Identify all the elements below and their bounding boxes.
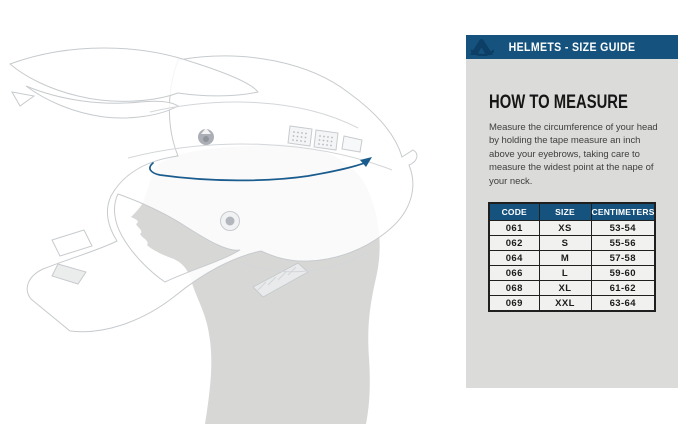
table-row: 069 XXL 63-64 bbox=[488, 295, 656, 312]
table-cell: XS bbox=[538, 220, 592, 237]
table-cell: 61-62 bbox=[590, 280, 656, 297]
table-row: 061 XS 53-54 bbox=[488, 220, 656, 237]
size-guide-content: HOW TO MEASURE Measure the circumference… bbox=[466, 59, 678, 313]
table-cell: 55-56 bbox=[590, 235, 656, 252]
helmet-illustration bbox=[9, 47, 418, 424]
peak-visor-shape bbox=[9, 47, 259, 102]
chin-vent-shape bbox=[51, 229, 93, 257]
table-cell: 57-58 bbox=[590, 250, 656, 267]
helmet-shell-shape bbox=[9, 47, 418, 333]
how-to-measure-heading: HOW TO MEASURE bbox=[489, 92, 628, 113]
table-cell: 53-54 bbox=[590, 220, 656, 237]
table-cell: M bbox=[538, 250, 592, 267]
column-header: SIZE bbox=[538, 202, 592, 222]
table-cell: 066 bbox=[488, 265, 540, 282]
table-cell: XXL bbox=[538, 295, 592, 312]
measure-arrow-icon bbox=[360, 157, 372, 167]
column-header: CENTIMETERS bbox=[590, 202, 656, 222]
table-cell: 061 bbox=[488, 220, 540, 237]
table-cell: 63-64 bbox=[590, 295, 656, 312]
table-cell: XL bbox=[538, 280, 592, 297]
table-cell: 062 bbox=[488, 235, 540, 252]
table-cell: L bbox=[538, 265, 592, 282]
visor-pivot-button bbox=[220, 211, 240, 231]
size-table-body: 061 XS 53-54 062 S 55-56 064 M 57-58 066 L 59-60 068… bbox=[488, 220, 656, 312]
table-row: 064 M 57-58 bbox=[488, 250, 656, 267]
table-row: 068 XL 61-62 bbox=[488, 280, 656, 297]
table-cell: 59-60 bbox=[590, 265, 656, 282]
how-to-measure-text: Measure the circumference of your head b… bbox=[489, 122, 658, 187]
table-cell: 064 bbox=[488, 250, 540, 267]
table-cell: 069 bbox=[488, 295, 540, 312]
size-guide-panel: HELMETS - SIZE GUIDE HOW TO MEASURE Meas… bbox=[466, 35, 678, 388]
size-guide-title: HELMETS - SIZE GUIDE bbox=[508, 40, 636, 54]
size-table-header-row: CODE SIZE CENTIMETERS bbox=[488, 202, 656, 222]
rear-vents bbox=[287, 125, 363, 153]
helmet-logo-roundel bbox=[198, 128, 214, 145]
size-table: CODE SIZE CENTIMETERS 061 XS 53-54 062 S 55-56 0… bbox=[488, 202, 656, 313]
table-row: 066 L 59-60 bbox=[488, 265, 656, 282]
brand-logo-icon bbox=[470, 38, 494, 56]
table-cell: S bbox=[538, 235, 592, 252]
size-guide-header: HELMETS - SIZE GUIDE bbox=[466, 35, 678, 59]
table-cell: 068 bbox=[488, 280, 540, 297]
column-header: CODE bbox=[488, 202, 540, 222]
vent-dots bbox=[292, 131, 333, 147]
table-row: 062 S 55-56 bbox=[488, 235, 656, 252]
measure-line bbox=[149, 157, 372, 182]
